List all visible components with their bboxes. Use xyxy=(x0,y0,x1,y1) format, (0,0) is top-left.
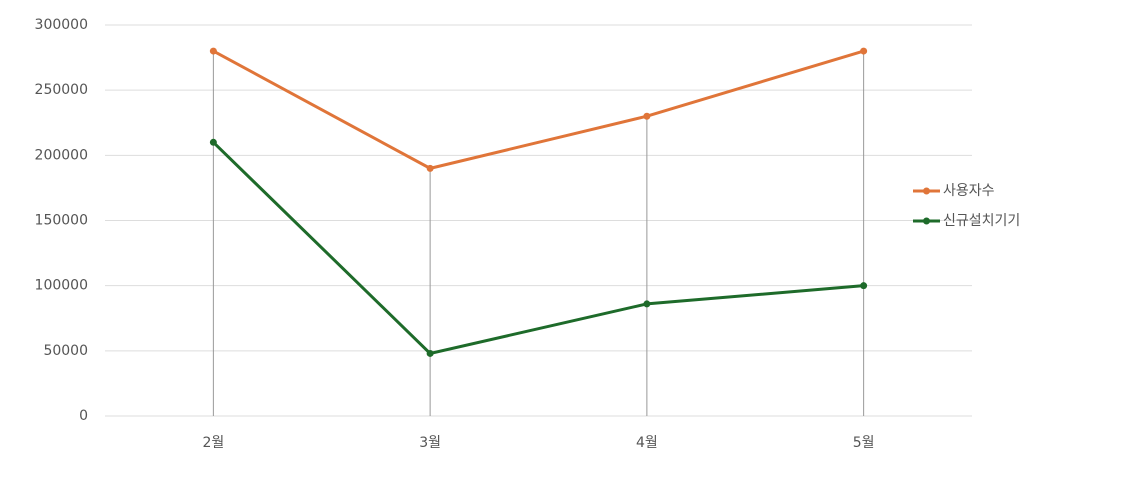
y-tick-label: 50000 xyxy=(43,343,88,359)
data-point xyxy=(860,47,868,55)
data-point xyxy=(426,349,434,357)
y-tick-label: 250000 xyxy=(35,82,88,98)
x-tick-label: 3월 xyxy=(419,435,441,451)
legend-label: 사용자수 xyxy=(943,183,995,199)
series-line xyxy=(212,49,865,170)
x-tick-label: 2월 xyxy=(202,435,224,451)
x-tick-label: 4월 xyxy=(636,435,658,451)
y-tick-label: 300000 xyxy=(35,17,88,33)
y-tick-label: 0 xyxy=(79,408,88,424)
data-point xyxy=(209,47,217,55)
data-point xyxy=(860,282,868,290)
y-tick-label: 200000 xyxy=(35,147,88,163)
data-point xyxy=(643,112,651,120)
y-tick-label: 100000 xyxy=(35,278,88,294)
data-point xyxy=(643,300,651,308)
legend-marker xyxy=(923,187,930,195)
data-point xyxy=(426,164,434,172)
legend-marker xyxy=(923,217,930,225)
data-point xyxy=(209,138,217,146)
y-tick-label: 150000 xyxy=(35,213,88,229)
series-line xyxy=(212,141,864,356)
x-tick-label: 5월 xyxy=(853,435,875,451)
legend-label: 신규설치기기 xyxy=(943,213,1020,229)
